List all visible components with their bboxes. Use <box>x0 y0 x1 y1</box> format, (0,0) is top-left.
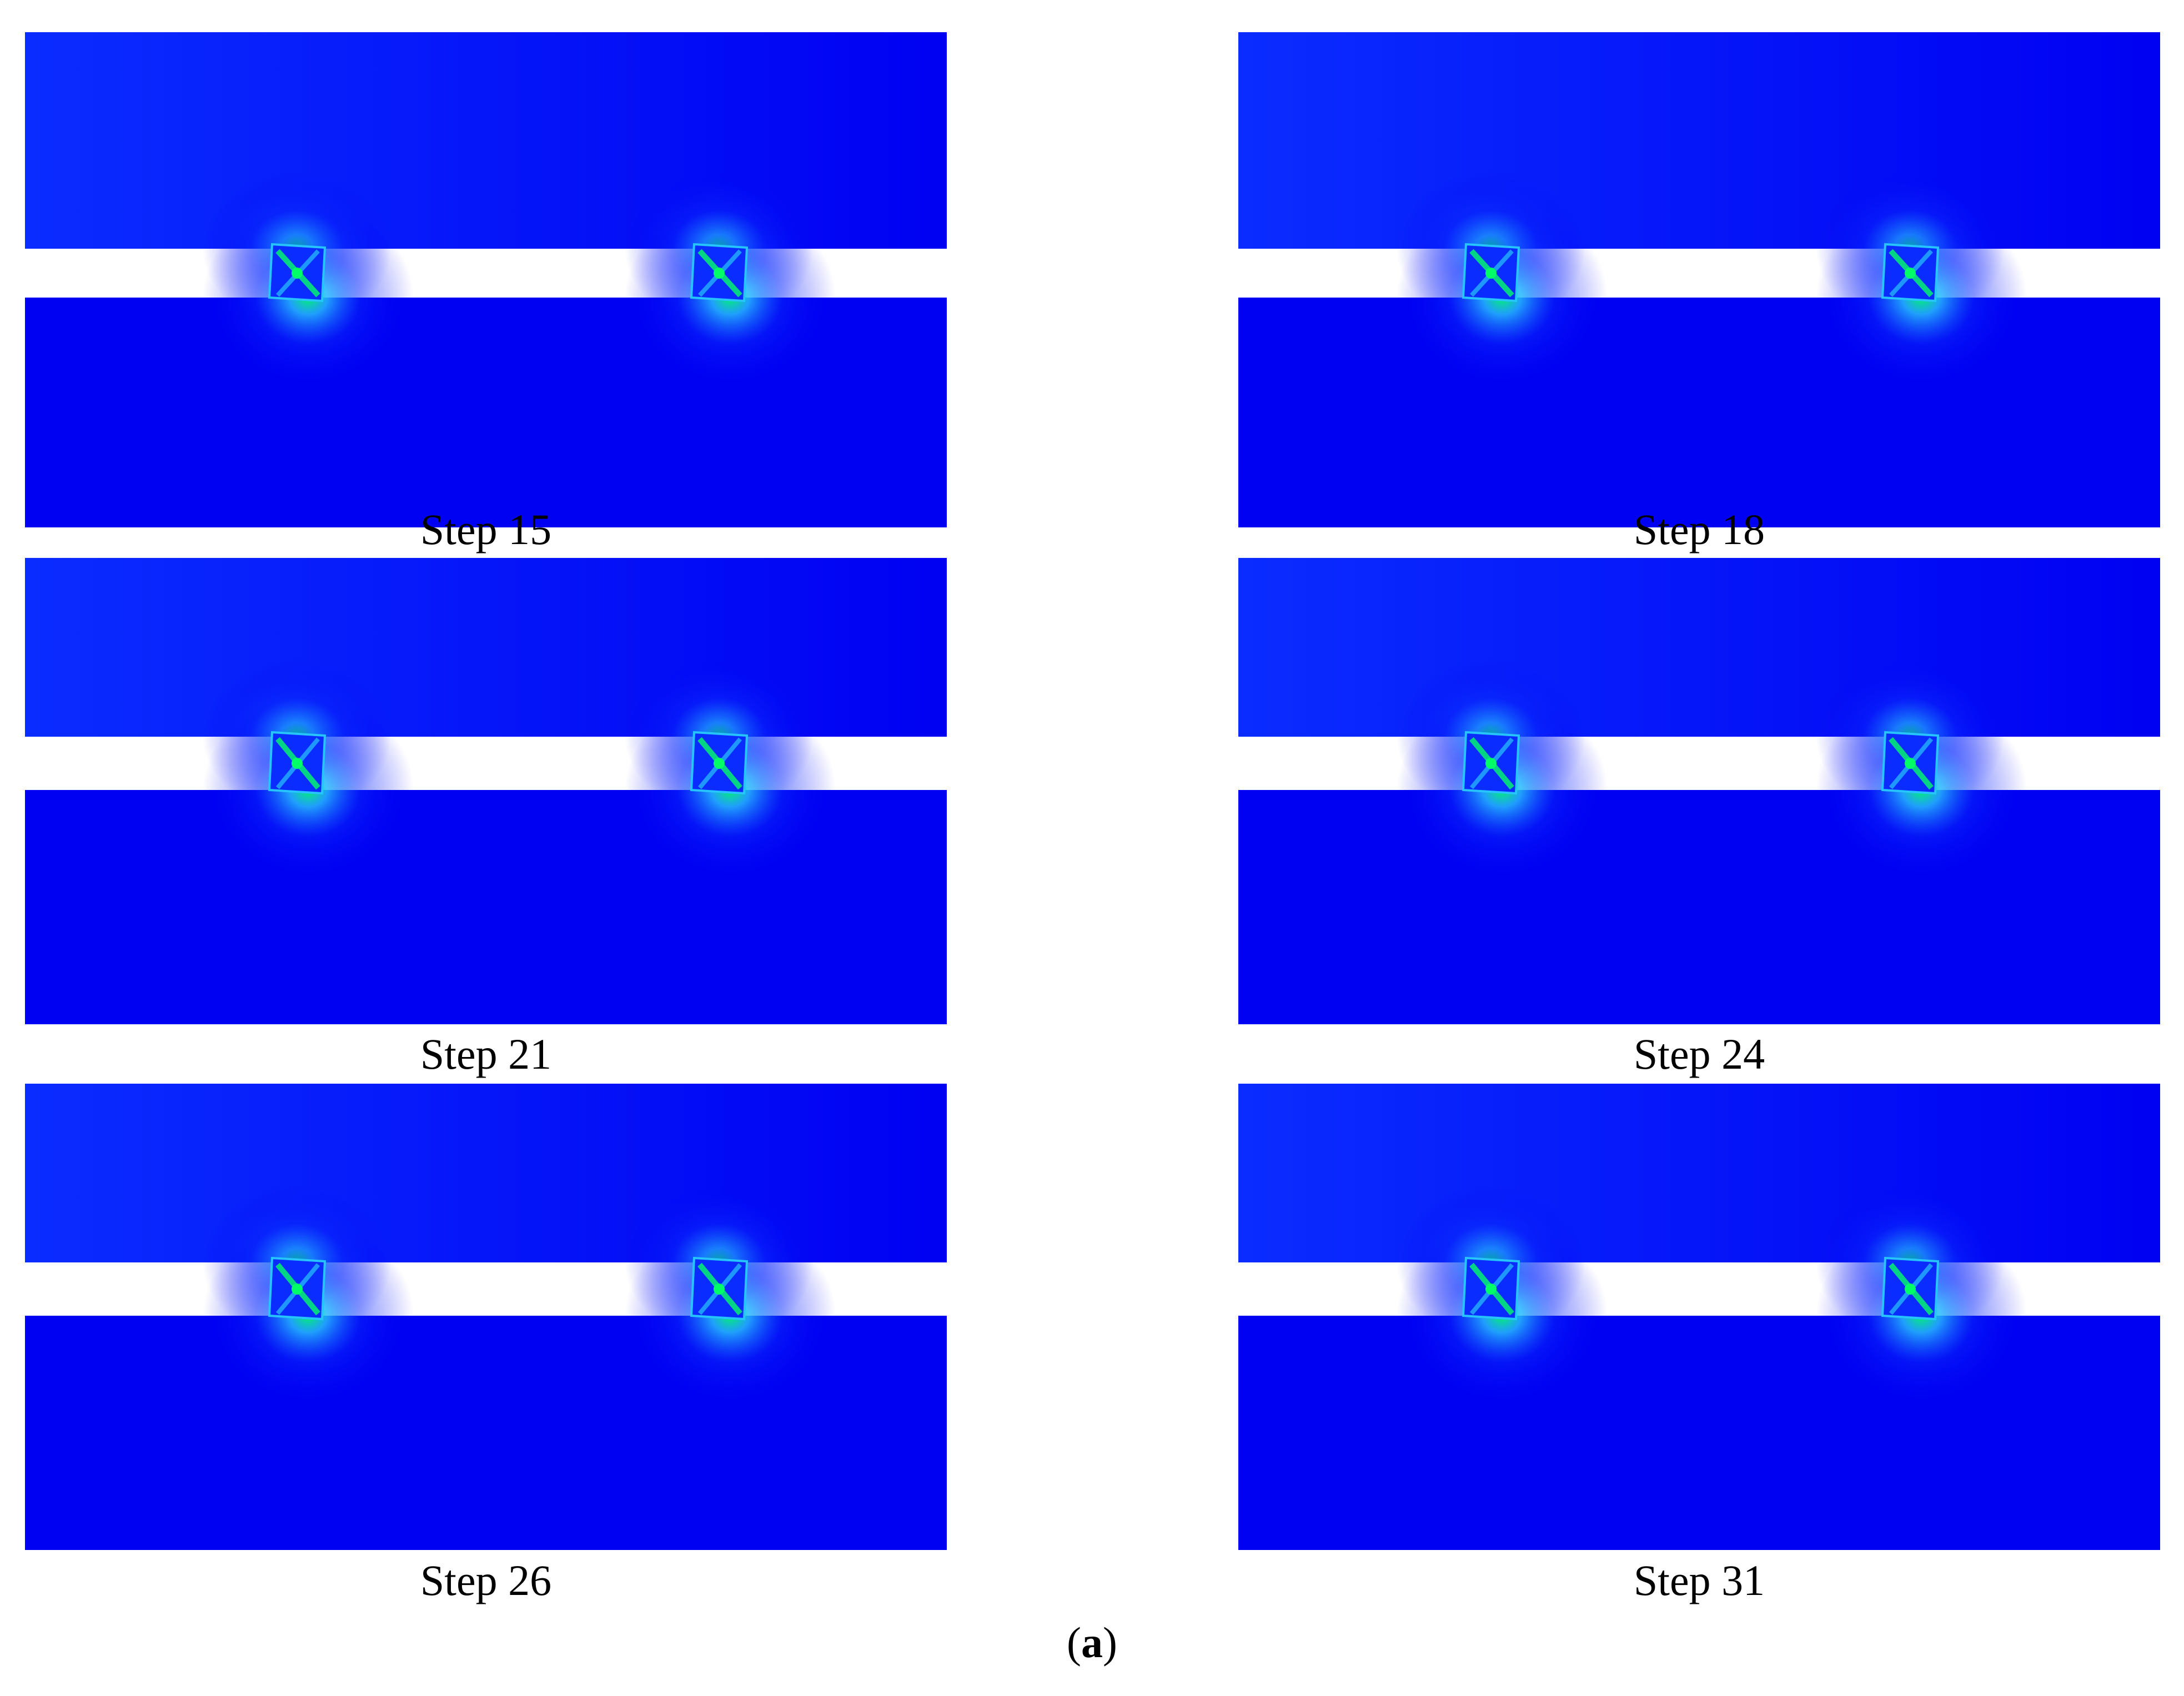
lower-slab <box>1238 1316 2160 1550</box>
figure-label: (a) <box>1067 1618 1117 1667</box>
stress-peak <box>292 758 303 769</box>
stress-peak <box>1905 1284 1916 1295</box>
stress-field-panel <box>1238 1084 2160 1550</box>
stress-peak <box>1905 758 1916 769</box>
upper-slab <box>1238 1084 2160 1262</box>
stress-field-panel <box>1238 32 2160 527</box>
stress-peak <box>292 268 303 279</box>
stress-peak <box>1485 1284 1497 1295</box>
stress-field-panel <box>25 32 947 527</box>
stress-peak <box>1485 268 1497 279</box>
lower-slab <box>1238 298 2160 527</box>
stress-peak <box>714 268 725 279</box>
stress-peak <box>292 1284 303 1295</box>
panel-caption: Step 26 <box>420 1556 552 1604</box>
upper-slab <box>1238 558 2160 737</box>
stress-peak <box>1905 268 1916 279</box>
panel-caption: Step 24 <box>1633 1030 1765 1078</box>
stress-peak <box>714 1284 725 1295</box>
panel-caption: Step 31 <box>1633 1556 1765 1604</box>
stress-field-panel <box>25 558 947 1024</box>
panel-caption: Step 15 <box>420 505 552 553</box>
stress-peak <box>714 758 725 769</box>
stress-field-panel <box>1238 558 2160 1024</box>
stress-peak <box>1485 758 1497 769</box>
stress-field-panel <box>25 1084 947 1550</box>
upper-slab <box>25 1084 947 1262</box>
upper-slab <box>25 32 947 249</box>
upper-slab <box>25 558 947 737</box>
panel-caption: Step 18 <box>1633 505 1765 553</box>
upper-slab <box>1238 32 2160 249</box>
panel-caption: Step 21 <box>420 1030 552 1078</box>
lower-slab <box>1238 790 2160 1024</box>
